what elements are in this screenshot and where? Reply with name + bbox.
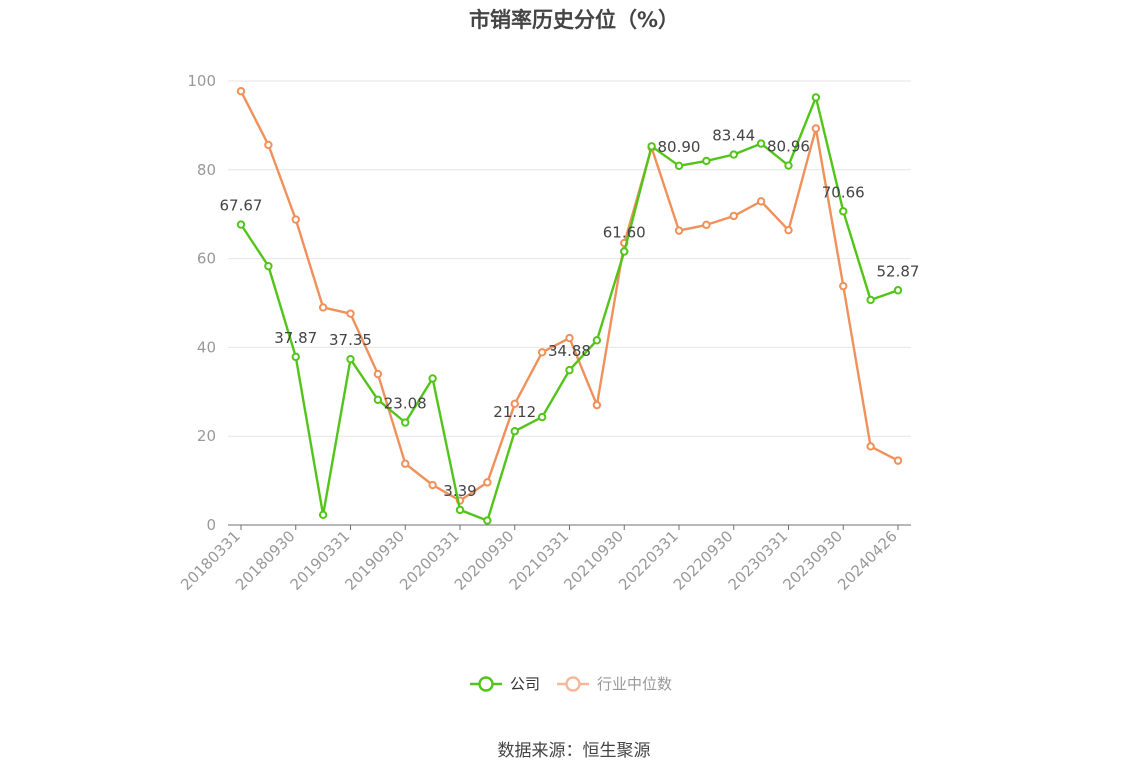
data-point[interactable]	[784, 225, 793, 235]
data-point[interactable]	[811, 124, 821, 133]
series-line-0	[239, 96, 899, 522]
data-point[interactable]	[346, 309, 355, 318]
data-label: 80.96	[767, 138, 810, 156]
data-point[interactable]	[537, 412, 547, 422]
data-point[interactable]	[729, 211, 738, 221]
data-point[interactable]	[318, 303, 328, 312]
data-point[interactable]	[756, 197, 766, 206]
data-label: 67.67	[220, 197, 263, 215]
y-tick-label: 60	[197, 250, 216, 268]
data-point[interactable]	[236, 87, 246, 96]
data-point[interactable]	[674, 226, 684, 235]
data-point[interactable]	[729, 150, 738, 159]
data-point[interactable]	[647, 142, 656, 151]
data-point[interactable]	[839, 207, 848, 216]
legend-swatch-marker-0	[478, 676, 494, 692]
data-point[interactable]	[866, 295, 875, 305]
data-point[interactable]	[318, 510, 328, 519]
legend-label-0[interactable]: 公司	[510, 675, 540, 693]
data-point[interactable]	[674, 161, 684, 171]
y-tick-label: 0	[206, 516, 216, 534]
data-label: 3.39	[443, 482, 476, 500]
data-point[interactable]	[893, 456, 903, 465]
data-point[interactable]	[483, 478, 492, 487]
legend-label-1[interactable]: 行业中位数	[597, 675, 672, 693]
data-point[interactable]	[428, 480, 437, 490]
data-point[interactable]	[592, 336, 602, 345]
data-point[interactable]	[236, 220, 246, 229]
y-tick-label: 100	[187, 72, 216, 90]
data-point[interactable]	[346, 354, 355, 364]
data-point[interactable]	[811, 93, 821, 102]
data-label: 80.90	[658, 138, 701, 156]
data-point[interactable]	[291, 215, 300, 224]
data-point[interactable]	[565, 365, 574, 375]
data-label: 37.35	[329, 331, 372, 349]
data-point[interactable]	[401, 459, 410, 468]
legend-swatch-marker-1	[565, 676, 581, 692]
data-point[interactable]	[264, 261, 273, 271]
y-tick-label: 40	[197, 338, 216, 356]
label-layer: 67.67 37.87 37.35 23.08 3.39 21.12 34.88 61.60 8…	[220, 127, 920, 500]
data-point[interactable]	[510, 427, 519, 436]
data-label: 83.44	[712, 127, 755, 145]
data-point[interactable]	[428, 374, 437, 383]
data-point[interactable]	[839, 281, 848, 291]
data-point[interactable]	[291, 352, 300, 362]
data-point[interactable]	[565, 333, 574, 343]
data-point[interactable]	[483, 516, 492, 525]
data-label: 70.66	[822, 183, 865, 201]
series-layer	[236, 87, 903, 525]
data-label: 34.88	[548, 342, 591, 360]
x-tick-label: 20240426	[834, 527, 901, 594]
data-point[interactable]	[373, 395, 383, 404]
data-point[interactable]	[756, 139, 766, 148]
data-point[interactable]	[401, 418, 410, 427]
data-point[interactable]	[702, 156, 711, 166]
data-point[interactable]	[537, 348, 547, 357]
data-label: 21.12	[493, 403, 536, 421]
legend[interactable]: 公司 行业中位数	[470, 675, 672, 693]
data-label: 61.60	[603, 223, 646, 241]
data-label: 52.87	[877, 262, 920, 280]
data-point[interactable]	[620, 247, 629, 256]
data-point[interactable]	[373, 369, 383, 379]
data-point[interactable]	[510, 399, 519, 408]
y-tick-label: 80	[197, 161, 216, 179]
data-label: 23.08	[384, 395, 427, 413]
data-point[interactable]	[264, 140, 273, 150]
data-point[interactable]	[592, 400, 602, 410]
data-point[interactable]	[455, 505, 465, 515]
data-point[interactable]	[893, 286, 903, 295]
data-label: 37.87	[274, 329, 317, 347]
y-tick-label: 20	[197, 427, 216, 445]
data-point[interactable]	[784, 161, 793, 170]
data-point[interactable]	[866, 442, 875, 451]
source-note: 数据来源：恒生聚源	[497, 741, 651, 761]
data-point[interactable]	[702, 220, 711, 230]
chart-title: 市销率历史分位（%）	[468, 8, 680, 32]
grid-layer	[228, 80, 911, 437]
